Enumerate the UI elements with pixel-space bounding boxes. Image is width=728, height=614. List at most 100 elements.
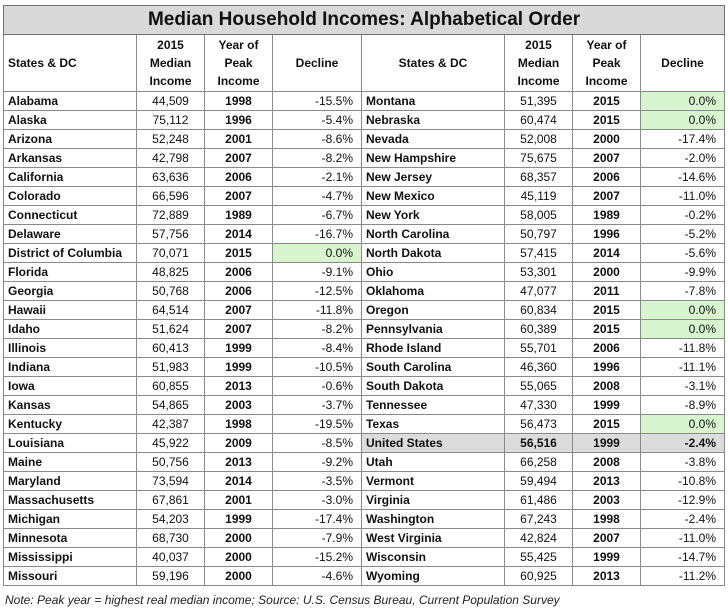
median-income-table: Median Household Incomes: Alphabetical O… bbox=[2, 5, 726, 586]
decline-value: -2.4% bbox=[639, 433, 726, 453]
decline-value: 0.0% bbox=[272, 243, 362, 263]
peak-year: 2000 bbox=[572, 129, 641, 149]
peak-year: 2007 bbox=[204, 319, 273, 339]
median-income: 64,514 bbox=[136, 300, 205, 320]
median-income: 60,925 bbox=[504, 566, 573, 586]
peak-year: 2006 bbox=[204, 281, 273, 301]
decline-value: -17.4% bbox=[639, 129, 726, 149]
decline-value: -5.4% bbox=[272, 110, 362, 130]
table-title: Median Household Incomes: Alphabetical O… bbox=[2, 5, 726, 35]
state-name: New York bbox=[361, 205, 505, 225]
peak-year: 1999 bbox=[572, 547, 641, 567]
median-income: 42,387 bbox=[136, 414, 205, 434]
table-row: Louisiana 45,922 2009 -8.5% United States 56,… bbox=[3, 433, 726, 453]
decline-value: 0.0% bbox=[639, 319, 726, 339]
decline-value: -14.7% bbox=[639, 547, 726, 567]
peak-year: 1998 bbox=[204, 414, 273, 434]
decline-value: -3.1% bbox=[639, 376, 726, 396]
state-name: Arkansas bbox=[3, 148, 137, 168]
table-row: Mississippi 40,037 2000 -15.2% Wisconsin 55,4… bbox=[3, 547, 726, 567]
median-income: 56,516 bbox=[504, 433, 573, 453]
table-row: Michigan 54,203 1999 -17.4% Washington 67,243… bbox=[3, 509, 726, 529]
state-name: Texas bbox=[361, 414, 505, 434]
peak-year: 2006 bbox=[572, 338, 641, 358]
median-income: 52,008 bbox=[504, 129, 573, 149]
header-income-left: 2015 Median Income bbox=[136, 34, 205, 92]
state-name: Pennsylvania bbox=[361, 319, 505, 339]
median-income: 55,065 bbox=[504, 376, 573, 396]
state-name: Virginia bbox=[361, 490, 505, 510]
decline-value: -3.8% bbox=[639, 452, 726, 472]
table-row: Delaware 57,756 2014 -16.7% North Carolina 50… bbox=[3, 224, 726, 244]
median-income: 55,425 bbox=[504, 547, 573, 567]
median-income: 60,413 bbox=[136, 338, 205, 358]
state-name: Michigan bbox=[3, 509, 137, 529]
decline-value: -12.5% bbox=[272, 281, 362, 301]
peak-year: 1999 bbox=[204, 357, 273, 377]
decline-value: -7.8% bbox=[639, 281, 726, 301]
state-name: Massachusetts bbox=[3, 490, 137, 510]
peak-year: 2014 bbox=[204, 224, 273, 244]
peak-year: 2015 bbox=[572, 91, 641, 111]
median-income: 59,494 bbox=[504, 471, 573, 491]
table-row: Arizona 52,248 2001 -8.6% Nevada 52,008 2000 -1… bbox=[3, 129, 726, 149]
state-name: Wyoming bbox=[361, 566, 505, 586]
median-income: 70,071 bbox=[136, 243, 205, 263]
state-name: North Carolina bbox=[361, 224, 505, 244]
median-income: 56,473 bbox=[504, 414, 573, 434]
decline-value: -3.5% bbox=[272, 471, 362, 491]
median-income: 54,865 bbox=[136, 395, 205, 415]
state-name: Ohio bbox=[361, 262, 505, 282]
state-name: Wisconsin bbox=[361, 547, 505, 567]
state-name: West Virginia bbox=[361, 528, 505, 548]
median-income: 61,486 bbox=[504, 490, 573, 510]
table-row: Minnesota 68,730 2000 -7.9% West Virginia 42,… bbox=[3, 528, 726, 548]
state-name: United States bbox=[361, 433, 505, 453]
decline-value: -8.9% bbox=[639, 395, 726, 415]
median-income: 66,596 bbox=[136, 186, 205, 206]
decline-value: -8.2% bbox=[272, 319, 362, 339]
decline-value: -4.7% bbox=[272, 186, 362, 206]
table-row: Colorado 66,596 2007 -4.7% New Mexico 45,119 2… bbox=[3, 186, 726, 206]
peak-year: 2013 bbox=[204, 376, 273, 396]
state-name: Iowa bbox=[3, 376, 137, 396]
median-income: 50,797 bbox=[504, 224, 573, 244]
decline-value: -9.1% bbox=[272, 262, 362, 282]
decline-value: -19.5% bbox=[272, 414, 362, 434]
median-income: 47,330 bbox=[504, 395, 573, 415]
table-row: Kentucky 42,387 1998 -19.5% Texas 56,473 2015 0… bbox=[3, 414, 726, 434]
state-name: Georgia bbox=[3, 281, 137, 301]
table-row: Idaho 51,624 2007 -8.2% Pennsylvania 60,389 20… bbox=[3, 319, 726, 339]
table-row: Massachusetts 67,861 2001 -3.0% Virginia 61,4… bbox=[3, 490, 726, 510]
peak-year: 2013 bbox=[572, 566, 641, 586]
state-name: South Dakota bbox=[361, 376, 505, 396]
median-income: 68,357 bbox=[504, 167, 573, 187]
median-income: 67,861 bbox=[136, 490, 205, 510]
decline-value: -15.2% bbox=[272, 547, 362, 567]
peak-year: 1996 bbox=[572, 224, 641, 244]
income-table-container: Median Household Incomes: Alphabetical O… bbox=[2, 5, 726, 586]
peak-year: 2001 bbox=[204, 490, 273, 510]
decline-value: -9.2% bbox=[272, 452, 362, 472]
state-name: Colorado bbox=[3, 186, 137, 206]
peak-year: 2015 bbox=[572, 110, 641, 130]
state-name: Indiana bbox=[3, 357, 137, 377]
decline-value: -12.9% bbox=[639, 490, 726, 510]
peak-year: 2003 bbox=[572, 490, 641, 510]
state-name: Montana bbox=[361, 91, 505, 111]
peak-year: 1999 bbox=[204, 509, 273, 529]
decline-value: -11.8% bbox=[272, 300, 362, 320]
state-name: Kansas bbox=[3, 395, 137, 415]
median-income: 57,415 bbox=[504, 243, 573, 263]
header-row: States & DC 2015 Median Income Year of Peak… bbox=[3, 34, 726, 92]
state-name: Connecticut bbox=[3, 205, 137, 225]
state-name: South Carolina bbox=[361, 357, 505, 377]
state-name: Maine bbox=[3, 452, 137, 472]
decline-value: -15.5% bbox=[272, 91, 362, 111]
median-income: 48,825 bbox=[136, 262, 205, 282]
decline-value: 0.0% bbox=[639, 91, 726, 111]
table-row: Missouri 59,196 2000 -4.6% Wyoming 60,925 2013… bbox=[3, 566, 726, 586]
median-income: 67,243 bbox=[504, 509, 573, 529]
median-income: 54,203 bbox=[136, 509, 205, 529]
state-name: Kentucky bbox=[3, 414, 137, 434]
